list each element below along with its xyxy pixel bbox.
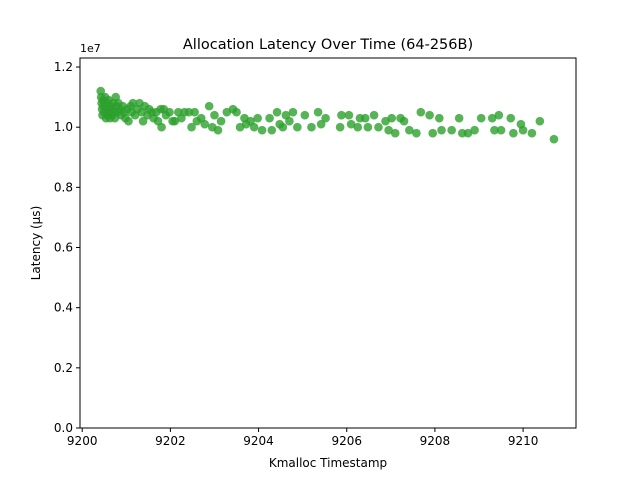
data-point: [374, 122, 383, 132]
data-point: [138, 116, 148, 126]
data-point: [190, 107, 199, 117]
x-tick-label: 9202: [155, 434, 186, 448]
data-point: [337, 110, 346, 120]
data-point: [321, 113, 330, 123]
chart-title: Allocation Latency Over Time (64-256B): [183, 37, 473, 53]
data-point: [232, 107, 241, 117]
data-point: [157, 122, 166, 132]
y-tick-label: 1.2: [54, 60, 73, 74]
data-point: [213, 125, 223, 135]
data-point: [360, 113, 370, 123]
x-tick-label: 9204: [243, 434, 274, 448]
x-tick-label: 9200: [67, 434, 98, 448]
data-point: [506, 113, 516, 123]
data-point: [165, 107, 174, 117]
y-axis-ticks: 0.0 0.2 0.4 0.6 0.8 1.0 1.2: [54, 60, 80, 435]
data-point: [384, 125, 393, 135]
data-point: [170, 116, 180, 126]
data-point: [549, 134, 559, 144]
data-point: [288, 107, 298, 117]
data-point: [527, 128, 537, 138]
y-tick-label: 1.0: [54, 120, 73, 134]
data-point: [476, 113, 486, 123]
data-point: [265, 113, 274, 123]
data-point: [369, 110, 379, 120]
data-point: [428, 128, 438, 138]
data-point: [267, 125, 277, 135]
data-point: [496, 125, 506, 135]
data-point: [399, 116, 409, 126]
data-point: [405, 125, 414, 135]
data-point: [124, 116, 133, 126]
data-point: [387, 113, 397, 123]
data-point: [412, 128, 421, 138]
data-point: [210, 110, 219, 120]
y-tick-label: 0.8: [54, 180, 73, 194]
x-tick-label: 9210: [508, 434, 539, 448]
data-point: [300, 110, 310, 120]
data-point: [518, 125, 528, 135]
data-point: [437, 125, 446, 135]
data-point: [307, 122, 316, 132]
data-point: [285, 116, 294, 126]
points-layer: [96, 86, 559, 144]
data-point: [272, 107, 282, 117]
data-point: [470, 125, 479, 135]
data-point: [416, 107, 426, 117]
data-point: [249, 122, 259, 132]
y-tick-label: 0.2: [54, 361, 73, 375]
data-point: [128, 98, 138, 108]
data-point: [535, 116, 545, 126]
data-point: [293, 122, 302, 132]
data-point: [425, 110, 434, 120]
data-point: [447, 125, 456, 135]
x-axis-label: Kmalloc Timestamp: [269, 456, 387, 470]
data-point: [490, 125, 499, 135]
x-tick-label: 9206: [331, 434, 362, 448]
y-tick-label: 0.6: [54, 241, 73, 255]
x-tick-label: 9208: [420, 434, 451, 448]
data-point: [390, 128, 400, 138]
data-point: [216, 116, 226, 126]
data-point: [463, 128, 473, 138]
data-point: [204, 101, 214, 111]
data-point: [313, 107, 323, 117]
data-point: [316, 119, 326, 129]
data-point: [353, 122, 363, 132]
data-point: [187, 122, 196, 132]
y-axis-offset-label: 1e7: [80, 42, 101, 55]
data-point: [363, 122, 373, 132]
plot-frame: [79, 57, 577, 429]
data-point: [200, 119, 210, 129]
data-point: [346, 119, 356, 129]
x-axis-ticks: 9200 9202 9204 9206 9208 9210: [67, 428, 538, 448]
data-point: [344, 110, 354, 120]
data-point: [454, 113, 464, 123]
data-point: [253, 113, 262, 123]
y-axis-label: Latency (µs): [29, 206, 43, 281]
data-point: [435, 113, 444, 123]
data-point: [278, 122, 288, 132]
y-tick-label: 0.4: [54, 301, 73, 315]
data-point: [509, 128, 518, 138]
data-point: [487, 113, 497, 123]
data-point: [335, 122, 345, 132]
data-point: [494, 110, 504, 120]
data-point: [257, 125, 267, 135]
y-tick-label: 0.0: [54, 421, 73, 435]
